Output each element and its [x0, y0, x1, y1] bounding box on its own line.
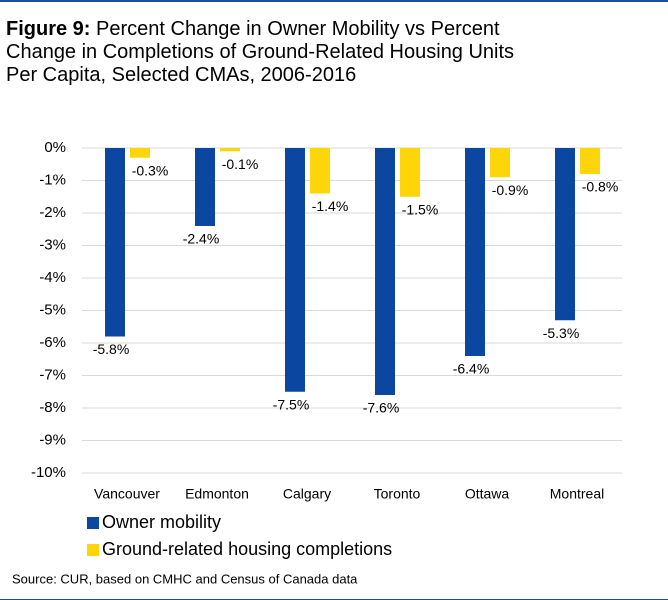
x-tick-label: Vancouver [94, 486, 160, 502]
source-note: Source: CUR, based on CMHC and Census of… [12, 571, 358, 586]
bar [375, 148, 395, 395]
legend-swatch [87, 544, 99, 556]
y-tick-label: -6% [39, 334, 66, 351]
title-text: Percent Change in Owner Mobility vs Perc… [6, 18, 515, 86]
data-label: -6.4% [453, 361, 490, 377]
y-tick-label: -2% [39, 204, 66, 221]
legend-label: Ground-related housing completions [102, 539, 392, 559]
bar [105, 148, 125, 337]
bar [400, 148, 420, 197]
y-tick-label: -10% [31, 464, 66, 481]
y-tick-label: -1% [39, 171, 66, 188]
data-label: -0.3% [132, 162, 169, 178]
data-label: -7.5% [273, 396, 310, 412]
data-label: -5.8% [93, 341, 130, 357]
bar [580, 148, 600, 174]
chart-title: Figure 9: Percent Change in Owner Mobili… [6, 18, 536, 87]
bar [285, 148, 305, 392]
bar [220, 148, 240, 152]
data-label: -0.9% [492, 182, 529, 198]
y-tick-label: -9% [39, 431, 66, 448]
bar [195, 148, 215, 226]
bar [130, 148, 150, 158]
bar [310, 148, 330, 194]
y-tick-label: -5% [39, 301, 66, 318]
y-tick-label: -8% [39, 399, 66, 416]
bar [555, 148, 575, 321]
x-tick-label: Edmonton [185, 486, 249, 502]
y-tick-label: -4% [39, 269, 66, 286]
bar [465, 148, 485, 356]
data-label: -1.5% [402, 201, 439, 217]
x-tick-label: Calgary [283, 486, 331, 502]
data-label: -0.8% [582, 179, 619, 195]
legend-label: Owner mobility [102, 512, 221, 532]
x-tick-label: Montreal [550, 486, 604, 502]
y-tick-label: -7% [39, 366, 66, 383]
legend-swatch [87, 517, 99, 529]
bar [490, 148, 510, 178]
x-tick-label: Ottawa [465, 486, 510, 502]
y-tick-label: 0% [44, 139, 66, 156]
data-label: -7.6% [363, 400, 400, 416]
y-tick-label: -3% [39, 236, 66, 253]
title-label: Figure 9: [6, 18, 91, 40]
x-tick-label: Toronto [374, 486, 421, 502]
data-label: -2.4% [183, 231, 220, 247]
data-label: -1.4% [312, 198, 349, 214]
data-label: -0.1% [222, 156, 259, 172]
data-label: -5.3% [543, 325, 580, 341]
